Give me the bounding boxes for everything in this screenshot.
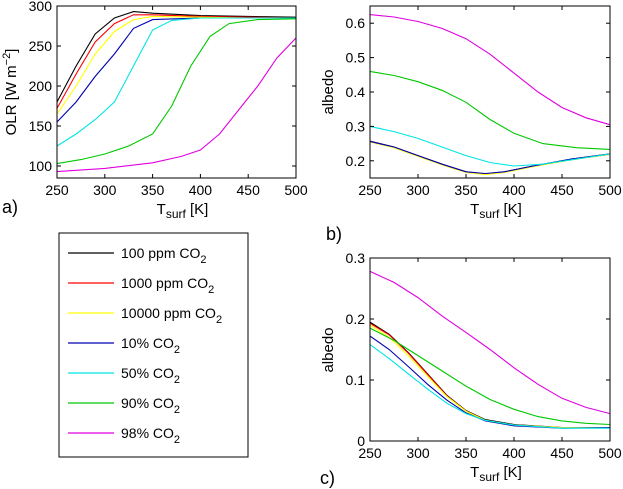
y-tick-label-c-3: 0.3 [346,250,366,266]
x-tick-label-a-3: 400 [189,182,213,198]
series-line-a-1 [56,14,297,109]
series-line-c-5 [369,327,611,426]
panel-label-b: b) [326,224,342,244]
x-tick-label-c-3: 400 [502,445,526,461]
x-tick-label-a-1: 300 [93,182,117,198]
x-tick-label-b-3: 400 [502,182,526,198]
chart-b-albedo: 250 300 350 400 450 500 0.2 0.3 0.4 0.5 0.6 Tsurf [… [320,5,622,244]
series-line-a-5 [56,18,297,165]
axes-frame-a [56,5,297,179]
y-tick-label-b-0: 0.2 [346,153,366,169]
legend: 100 ppm CO2 1000 ppm CO2 10000 ppm CO2 10% … [58,232,249,458]
series-line-a-6 [56,37,297,173]
x-tick-label-c-1: 300 [406,445,430,461]
y-tick-label-a-2: 200 [29,78,53,94]
series-line-b-6 [369,14,611,126]
x-tick-label-c-0: 250 [358,445,382,461]
series-line-a-2 [56,15,296,115]
x-tick-label-b-4: 450 [550,182,574,198]
y-tick-label-c-0: 0 [357,433,365,449]
x-tick-label-c-2: 350 [454,445,478,461]
panel-label-a: a) [2,197,18,217]
chart-a-olr: 250 300 350 400 450 500 100 150 200 250 300 Tsurf [… [1,0,308,221]
y-tick-label-a-0: 100 [29,158,53,174]
x-tick-label-c-5: 500 [598,445,622,461]
x-axis-label-a: Tsurf [K] [157,201,209,221]
series-line-c-2 [369,324,610,429]
series-line-a-0 [56,11,297,103]
x-tick-label-a-5: 500 [284,182,308,198]
x-tick-label-c-4: 450 [550,445,574,461]
y-tick-label-b-3: 0.5 [346,50,366,66]
y-tick-label-a-4: 300 [29,0,53,14]
series-line-c-0 [369,321,610,429]
series-line-a-4 [56,17,296,147]
series-line-c-6 [369,270,611,415]
legend-box [58,232,249,458]
x-axis-label-c: Tsurf [K] [470,464,522,484]
y-tick-label-b-1: 0.3 [346,118,366,134]
legend-label-2: 10000 ppm CO2 [121,305,222,326]
y-axis-label-b: albedo [320,69,337,114]
series-line-b-0 [369,140,611,175]
chart-c-albedo: 250 300 350 400 450 500 0 0.1 0.2 0.3 Tsurf [K] alb… [320,250,622,488]
legend-label-0: 100 ppm CO2 [121,245,207,266]
y-tick-label-c-1: 0.1 [346,372,366,388]
series-line-c-4 [369,344,610,429]
x-tick-label-a-0: 250 [45,182,69,198]
series-line-b-5 [369,70,611,150]
legend-label-6: 98% CO2 [121,425,180,446]
legend-label-3: 10% CO2 [121,335,180,356]
x-tick-label-a-4: 450 [237,182,261,198]
series-line-b-1 [369,140,611,175]
series-line-b-4 [369,125,611,167]
y-tick-label-a-3: 250 [29,38,53,54]
x-tick-label-b-2: 350 [454,182,478,198]
panel-label-c: c) [320,468,335,488]
axes-frame-c [369,257,611,442]
y-tick-label-c-2: 0.2 [346,311,366,327]
y-tick-label-b-4: 0.6 [346,15,366,31]
series-line-a-3 [56,17,296,123]
x-tick-label-a-2: 350 [141,182,165,198]
legend-label-4: 50% CO2 [121,365,180,386]
x-axis-label-b: Tsurf [K] [470,201,522,221]
x-tick-label-b-1: 300 [406,182,430,198]
x-tick-label-b-0: 250 [358,182,382,198]
legend-label-5: 90% CO2 [121,395,180,416]
series-line-c-1 [369,322,610,429]
y-axis-label-a: OLR [W m−2] [1,49,20,136]
y-tick-label-a-1: 150 [29,118,53,134]
series-line-b-3 [369,140,611,175]
legend-label-1: 1000 ppm CO2 [121,275,214,296]
x-tick-label-b-5: 500 [598,182,622,198]
y-axis-label-c: albedo [320,327,337,372]
y-tick-label-b-2: 0.4 [346,84,366,100]
